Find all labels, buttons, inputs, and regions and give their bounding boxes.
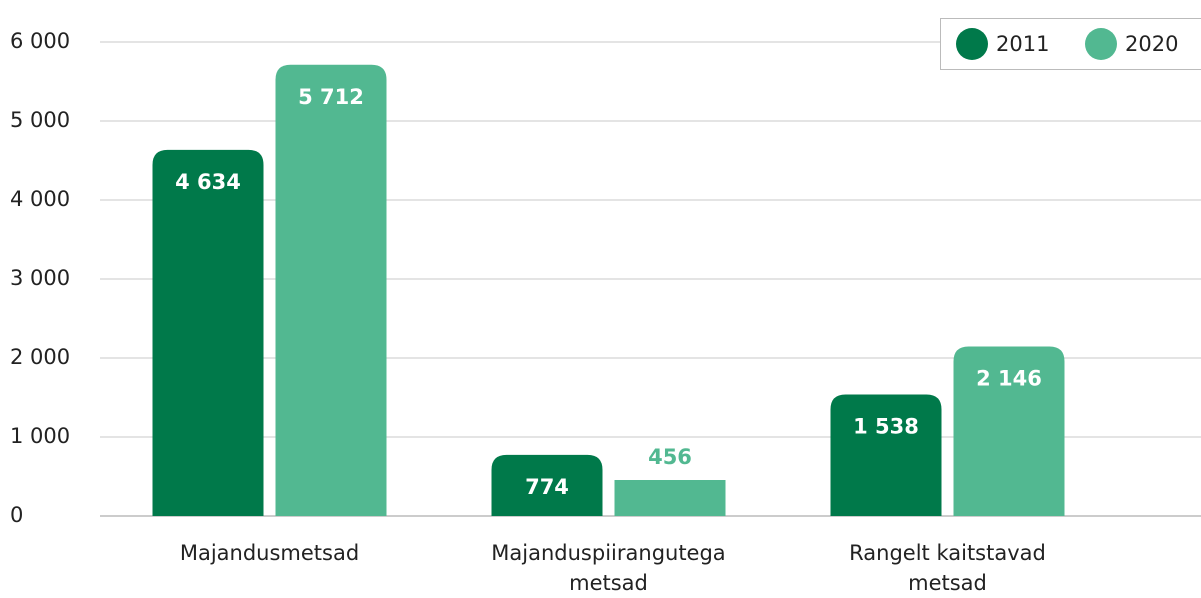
y-tick-label: 6 000 bbox=[10, 29, 70, 53]
legend: 2011 2020 bbox=[940, 18, 1201, 70]
x-tick-label-line: Rangelt kaitstavad bbox=[849, 541, 1046, 565]
data-label: 2 146 bbox=[976, 366, 1042, 390]
data-label: 456 bbox=[648, 445, 692, 469]
y-tick-label: 4 000 bbox=[10, 187, 70, 211]
x-tick-label-line: Majanduspiirangutega bbox=[491, 541, 725, 565]
data-label: 774 bbox=[525, 475, 569, 499]
bar bbox=[953, 346, 1065, 516]
bar bbox=[614, 479, 726, 516]
x-tick-label: Rangelt kaitstavad metsad bbox=[849, 541, 1046, 595]
y-tick-label: 3 000 bbox=[10, 266, 70, 290]
x-tick-label-line: metsad bbox=[569, 571, 648, 595]
x-tick-label: Majanduspiirangutega metsad bbox=[491, 541, 725, 595]
legend-swatch bbox=[1085, 28, 1117, 60]
x-tick-label-line: metsad bbox=[908, 571, 987, 595]
legend-label: 2011 bbox=[996, 32, 1049, 56]
bar bbox=[830, 394, 942, 516]
data-label: 5 712 bbox=[298, 85, 364, 109]
y-tick-label: 0 bbox=[10, 503, 23, 527]
bar bbox=[152, 149, 264, 516]
data-label: 1 538 bbox=[853, 414, 919, 438]
bar bbox=[275, 64, 387, 516]
data-label: 4 634 bbox=[175, 170, 241, 194]
y-tick-label: 1 000 bbox=[10, 424, 70, 448]
legend-label: 2020 bbox=[1125, 32, 1178, 56]
legend-swatch bbox=[956, 28, 988, 60]
x-tick-label: Majandusmetsad bbox=[180, 541, 359, 565]
y-tick-label: 2 000 bbox=[10, 345, 70, 369]
legend-box bbox=[940, 18, 1201, 70]
y-tick-label: 5 000 bbox=[10, 108, 70, 132]
bar bbox=[491, 454, 603, 516]
